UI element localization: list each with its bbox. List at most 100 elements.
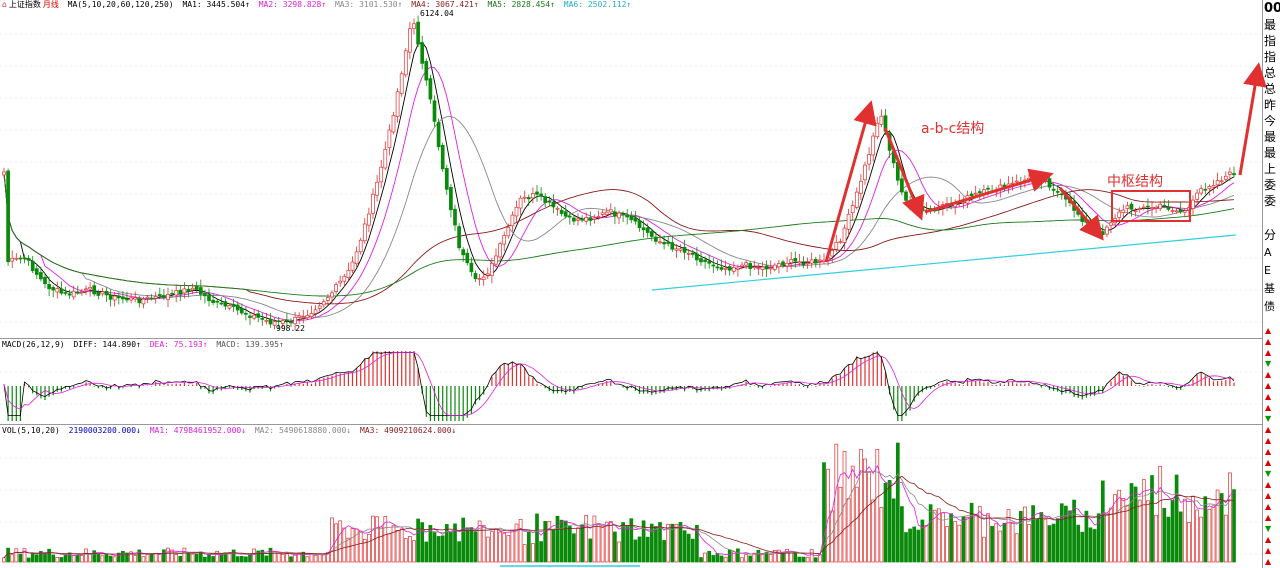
volume-bar [1018,510,1023,563]
zhongshu-box [1111,190,1191,222]
volume-bar [1141,479,1146,563]
volume-bar [186,552,191,563]
volume-bar [1088,527,1093,563]
volume-bar [162,549,166,563]
candle-body [412,23,416,29]
volume-bar [1076,524,1081,563]
candle-body [244,312,248,315]
volume-bar [789,552,794,563]
volume-bar [485,536,490,563]
candle-body [215,300,220,303]
candle-body [121,296,125,300]
candle-body [457,226,461,249]
volume-bar [990,526,994,563]
candle-body [453,208,457,226]
candle-body [572,217,576,222]
candle-body [875,122,880,138]
volume-bar [715,553,720,563]
up-arrow-icon: ▲ [1265,381,1272,390]
candle-body [715,266,720,269]
candle-body [88,286,92,290]
candle-body [59,288,64,294]
candle-body [1035,181,1040,184]
candle-body [276,320,281,323]
candle-body [231,303,236,307]
volume-bar [153,553,158,563]
up-arrow-icon: ▲ [1265,392,1272,401]
volume-bar [125,552,129,563]
volume-bar [961,516,966,563]
candle-body [309,313,314,317]
candle-body [772,264,777,270]
candle-body [75,291,80,294]
candle-body [539,193,543,197]
volume-bar [965,516,970,563]
volume-bar [215,550,220,563]
candle-body [666,241,671,244]
candle-body [194,286,199,290]
candle-body [580,218,584,221]
candle-body [39,272,43,280]
candle-body [149,297,154,300]
volume-bar [1080,531,1085,563]
candle-body [84,288,88,291]
candle-body [908,201,912,205]
volume-bar [174,554,179,563]
volume-bar [379,526,384,563]
annotation-arrow [824,100,877,263]
volume-bar [375,516,379,563]
volume-bar [121,551,125,563]
volume-bar [461,517,466,563]
volume-bar [916,529,921,563]
side-tab[interactable]: 分 [1264,228,1277,242]
volume-bar [686,533,691,563]
volume-legend: VOL(5,10,20) 2190003200.000↓ MA1: 479846… [2,426,460,436]
volume-bar [604,521,609,563]
volume-bar [535,513,539,563]
volume-bar [1047,525,1052,563]
candle-body [637,220,642,229]
candle-body [481,276,486,280]
candle-body [18,257,23,260]
candle-body [678,248,683,251]
candle-body [584,217,589,222]
candle-body [137,298,142,304]
side-row-label: 总 [1264,82,1277,96]
candle-body [268,318,273,325]
candle-body [1223,175,1228,180]
volume-bar [149,553,154,563]
volume-bar [867,471,871,563]
candle-body [326,297,330,301]
volume-bar [235,556,240,563]
volume-bar [838,486,843,563]
candle-body [170,293,174,295]
candle-body [555,207,560,210]
period-label[interactable]: 月线 [42,0,59,9]
volume-bar [895,442,900,563]
volume-bar [608,521,613,563]
candle-body [641,227,646,231]
candle-body [1207,186,1212,190]
candle-body [871,135,876,156]
volume-bar [1084,510,1089,563]
volume-bar [301,551,306,563]
volume-bar [842,451,847,563]
candle-body [477,278,482,280]
candle-body [1121,209,1126,213]
volume-bar [490,531,494,563]
volume-bar [682,530,687,563]
candle-body [789,258,794,264]
dea-value: DEA: 75.193↑ [149,340,208,349]
candle-body [740,264,744,267]
side-row-label: 今 [1264,114,1277,128]
volume-bar [494,528,498,563]
candle-body [576,218,580,221]
volume-bar [252,548,256,563]
abc-structure-label: a-b-c结构 [921,121,985,137]
volume-bar [953,521,958,563]
volume-bar [1195,509,1199,563]
vol-value: 2190003200.000↓ [68,426,141,435]
candle-body [289,321,293,324]
candle-body [465,252,470,264]
